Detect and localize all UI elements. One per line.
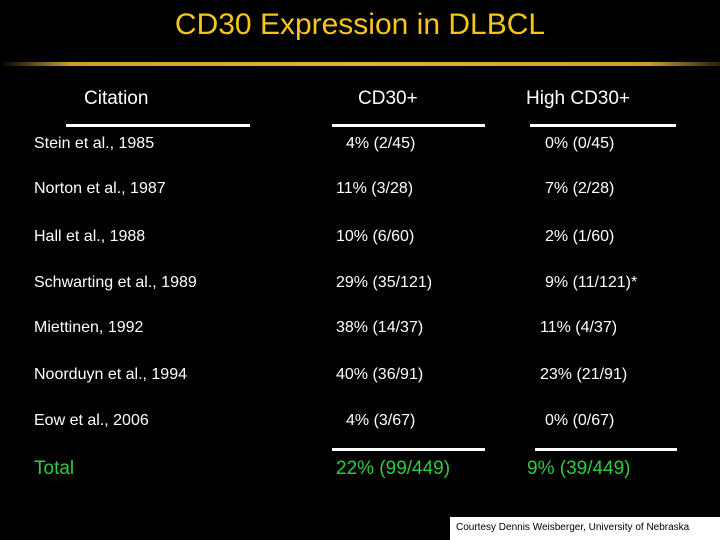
row-4-cd30: 29% (35/121)	[336, 274, 433, 291]
row-4-citation: Schwarting et al., 1989	[34, 274, 197, 291]
credit-text: Courtesy Dennis Weisberger, University o…	[456, 522, 690, 533]
row-4-high: 9% (11/121)*	[545, 274, 638, 291]
row-6-cd30: 40% (36/91)	[336, 366, 424, 383]
row-3-citation: Hall et al., 1988	[34, 228, 146, 245]
total-underline-high	[535, 448, 677, 451]
slide-title: CD30 Expression in DLBCL	[174, 8, 546, 41]
row-1-cd30: 4% (2/45)	[346, 135, 416, 152]
header-underline-high	[530, 124, 676, 127]
row-7-high: 0% (0/67)	[545, 412, 615, 429]
credit-box	[450, 517, 720, 540]
header-high-cd30: High CD30+	[526, 88, 631, 109]
title-divider	[0, 62, 720, 66]
row-3-cd30: 10% (6/60)	[336, 228, 415, 245]
row-5-cd30: 38% (14/37)	[336, 319, 424, 336]
header-cd30: CD30+	[358, 88, 418, 109]
row-2-citation: Norton et al., 1987	[34, 180, 166, 197]
row-5-high: 11% (4/37)	[540, 319, 618, 336]
total-label: Total	[34, 458, 75, 479]
row-6-high: 23% (21/91)	[540, 366, 628, 383]
row-6-citation: Noorduyn et al., 1994	[34, 366, 187, 383]
row-5-citation: Miettinen, 1992	[34, 319, 144, 336]
row-1-citation: Stein et al., 1985	[34, 135, 155, 152]
header-underline-citation	[66, 124, 250, 127]
total-underline-cd30	[332, 448, 485, 451]
row-7-cd30: 4% (3/67)	[346, 412, 416, 429]
total-high: 9% (39/449)	[527, 458, 631, 479]
row-1-high: 0% (0/45)	[545, 135, 615, 152]
header-citation: Citation	[84, 88, 149, 109]
total-cd30: 22% (99/449)	[336, 458, 451, 479]
row-7-citation: Eow et al., 2006	[34, 412, 149, 429]
row-3-high: 2% (1/60)	[545, 228, 615, 245]
row-2-high: 7% (2/28)	[545, 180, 615, 197]
header-underline-cd30	[332, 124, 485, 127]
row-2-cd30: 11% (3/28)	[336, 180, 414, 197]
